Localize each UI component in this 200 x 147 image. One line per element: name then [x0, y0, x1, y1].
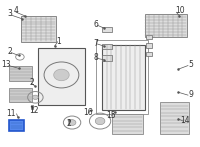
FancyBboxPatch shape — [146, 52, 152, 56]
FancyBboxPatch shape — [112, 114, 143, 134]
FancyBboxPatch shape — [21, 16, 56, 42]
Text: 9: 9 — [188, 90, 193, 99]
Circle shape — [95, 117, 105, 125]
FancyBboxPatch shape — [38, 47, 85, 105]
Circle shape — [54, 69, 69, 81]
FancyBboxPatch shape — [9, 66, 32, 81]
Text: 2: 2 — [29, 78, 34, 87]
Text: 2: 2 — [7, 47, 12, 56]
Text: 15: 15 — [106, 111, 116, 120]
FancyBboxPatch shape — [9, 120, 24, 131]
Text: 2: 2 — [67, 119, 72, 128]
Text: 3: 3 — [7, 9, 12, 18]
FancyBboxPatch shape — [146, 35, 152, 39]
Text: 11: 11 — [6, 109, 16, 118]
Circle shape — [32, 95, 38, 100]
Text: 16: 16 — [83, 108, 92, 117]
FancyBboxPatch shape — [102, 45, 145, 110]
Text: 12: 12 — [30, 106, 39, 115]
FancyBboxPatch shape — [102, 55, 112, 61]
FancyBboxPatch shape — [31, 105, 33, 109]
Text: 14: 14 — [180, 116, 190, 125]
FancyBboxPatch shape — [145, 14, 187, 37]
Text: 5: 5 — [188, 60, 193, 69]
Circle shape — [68, 120, 76, 125]
Text: 1: 1 — [56, 37, 61, 46]
FancyBboxPatch shape — [102, 44, 112, 49]
FancyBboxPatch shape — [102, 27, 112, 32]
FancyBboxPatch shape — [160, 102, 189, 134]
Text: 10: 10 — [175, 6, 185, 15]
Text: 6: 6 — [94, 20, 99, 29]
Text: 13: 13 — [2, 60, 11, 69]
FancyBboxPatch shape — [146, 43, 152, 47]
Text: 7: 7 — [94, 39, 99, 48]
Text: 4: 4 — [14, 6, 18, 15]
Text: 8: 8 — [94, 53, 99, 62]
FancyBboxPatch shape — [9, 88, 32, 102]
